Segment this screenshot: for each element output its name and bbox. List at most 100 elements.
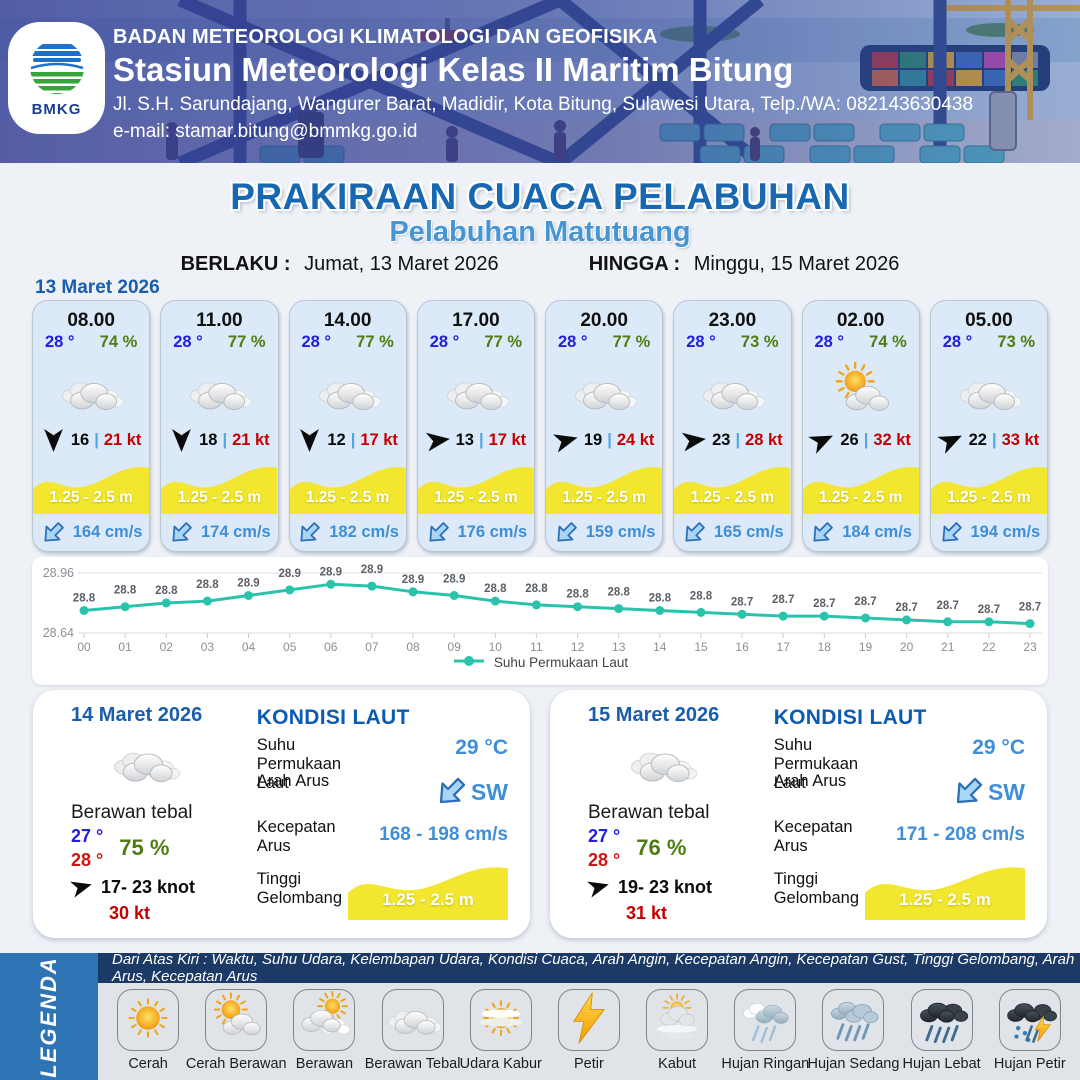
wind-speed: 13 (455, 430, 474, 449)
current-direction-icon (681, 520, 707, 546)
wind-direction-icon (169, 428, 194, 453)
petir-icon (562, 991, 616, 1050)
forecast-card: 17.00 28 ° 77 % 13 | 17 kt 1.25 - 2.5 m 176 cm/… (416, 300, 535, 552)
current-direction-icon (809, 520, 835, 546)
wind-separator: | (350, 430, 356, 449)
svg-text:28.8: 28.8 (196, 579, 219, 591)
current-speed-value: 168 - 198 cm/s (379, 824, 508, 845)
wave-height-band: 1.25 - 2.5 m (674, 457, 791, 514)
legend-icon-box (293, 989, 356, 1051)
daily-humidity: 76 % (636, 835, 687, 860)
page-title: PRAKIRAAN CUACA PELABUHAN (230, 176, 850, 217)
sst-label: Suhu Permukaan Laut (773, 736, 859, 792)
daily-temp-max: 28 ° (588, 850, 621, 870)
daily-gust: 31 kt (626, 903, 668, 923)
wave-label: Tinggi Gelombang (773, 870, 860, 907)
current-direction-icon (296, 520, 322, 546)
wind-row: 22 | 33 kt (931, 423, 1047, 457)
humidity: 77 % (484, 333, 522, 351)
current-dir-label: Arah Arus (256, 772, 330, 790)
weather-icon (546, 359, 662, 423)
wind-row: 23 | 28 kt (674, 423, 790, 457)
legend-icon-box (557, 989, 620, 1051)
air-temperature: 28 ° (558, 333, 588, 351)
legend-item-label: Berawan (295, 1056, 354, 1072)
legend-icon-box (822, 989, 885, 1051)
legend-icon-box (381, 989, 444, 1051)
svg-text:04: 04 (242, 640, 256, 653)
kabut-icon (650, 991, 704, 1050)
svg-text:22: 22 (982, 640, 996, 653)
legend-item-label: Kabut (658, 1056, 697, 1072)
hujan-ringan-icon (738, 991, 792, 1050)
cerah-icon (121, 991, 175, 1050)
current-row: 184 cm/s (803, 514, 919, 551)
legend-note: Dari Atas Kiri : Waktu, Suhu Udara, Kele… (112, 951, 1075, 985)
weather-icon (290, 359, 406, 423)
legend-item: Cerah Berawan (186, 989, 287, 1072)
legend-note-strip: Dari Atas Kiri : Waktu, Suhu Udara, Kele… (98, 951, 1080, 985)
svg-text:28.8: 28.8 (525, 583, 548, 595)
svg-text:28.8: 28.8 (690, 590, 713, 602)
agency-name: BADAN METEOROLOGI KLIMATOLOGI DAN GEOFIS… (113, 26, 658, 48)
daily-date: 15 Maret 2026 (588, 704, 720, 726)
svg-text:28.9: 28.9 (320, 566, 342, 578)
current-speed: 194 cm/s (970, 523, 1041, 541)
wind-speed: 18 (199, 430, 218, 449)
hingga-value: Minggu, 15 Maret 2026 (693, 253, 900, 275)
svg-text:07: 07 (365, 640, 379, 653)
current-speed-label: Kecepatan Arus (773, 818, 853, 855)
legend-item: Hujan Sedang (808, 989, 899, 1072)
wave-height-value: 1.25 - 2.5 m (305, 489, 390, 506)
wind-separator: | (94, 430, 99, 449)
svg-text:28.8: 28.8 (114, 585, 137, 597)
forecast-time: 17.00 (452, 310, 500, 331)
current-speed-label: Kecepatan Arus (256, 818, 336, 855)
hujan-petir-icon (1003, 991, 1057, 1050)
air-temperature: 28 ° (814, 333, 845, 351)
current-direction-value: SW (987, 778, 1025, 805)
svg-text:16: 16 (735, 640, 749, 653)
weather-icon (803, 359, 919, 423)
svg-text:28.9: 28.9 (443, 574, 465, 586)
current-row: 164 cm/s (33, 514, 149, 551)
legend-item-label: Hujan Lebat (902, 1056, 981, 1072)
wave-height-value: 1.25 - 2.5 m (818, 489, 903, 506)
wave-height-band: 1.25 - 2.5 m (865, 856, 1025, 920)
wind-direction-icon (934, 423, 967, 456)
temp-humidity-row: 28 ° 73 % (931, 333, 1047, 359)
wave-height-band: 1.25 - 2.5 m (348, 856, 508, 920)
legend-item-label: Hujan Ringan (721, 1056, 810, 1072)
wind-separator: | (991, 430, 997, 449)
svg-text:28.7: 28.7 (772, 594, 794, 606)
weather-icon (931, 359, 1047, 423)
wave-height-value: 1.25 - 2.5 m (899, 890, 991, 909)
svg-text:11: 11 (530, 640, 543, 653)
current-direction-icon (951, 775, 985, 809)
page-subtitle: Pelabuhan Matutuang (389, 216, 691, 248)
forecast-date-label: 13 Maret 2026 (35, 277, 160, 298)
weather-icon (161, 359, 277, 423)
forecast-time: 11.00 (196, 310, 243, 331)
temp-humidity-row: 28 ° 73 % (674, 333, 790, 359)
daily-temp-max: 28 ° (71, 850, 104, 870)
wave-height-band: 1.25 - 2.5 m (289, 457, 406, 514)
svg-text:19: 19 (859, 640, 873, 653)
header-banner: BMKG BADAN METEOROLOGI KLIMATOLOGI DAN G… (0, 0, 1080, 163)
station-name: Stasiun Meteorologi Kelas II Maritim Bit… (113, 51, 794, 88)
bmkg-logo-globe (29, 40, 84, 94)
wind-direction-icon (424, 426, 452, 454)
current-row: 165 cm/s (674, 514, 790, 551)
temp-humidity-row: 28 ° 74 % (803, 333, 919, 359)
wave-height-value: 1.25 - 2.5 m (382, 890, 474, 909)
wave-height-band: 1.25 - 2.5 m (417, 457, 534, 514)
daily-wind-range: 19- 23 knot (618, 876, 713, 897)
cerah-berawan-icon (209, 991, 263, 1050)
svg-text:28.9: 28.9 (361, 564, 383, 576)
legend-icon-box (117, 989, 180, 1051)
wind-speed: 19 (583, 430, 603, 449)
wave-label: Tinggi Gelombang (256, 870, 343, 907)
svg-text:20: 20 (900, 640, 914, 653)
legend-item: Hujan Petir (987, 989, 1073, 1072)
